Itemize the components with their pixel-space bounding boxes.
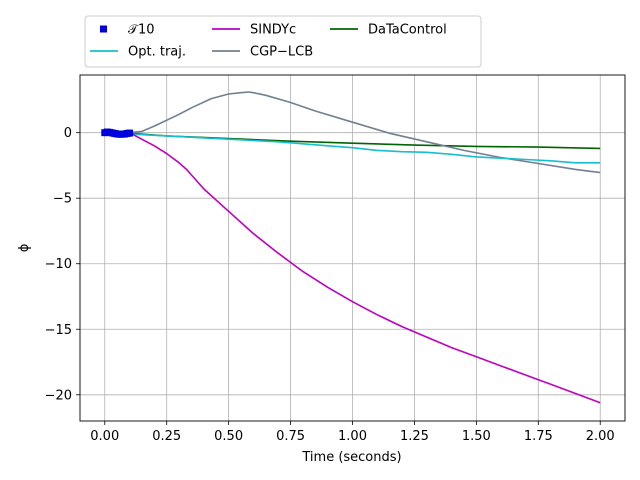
x-tick-label: 1.00 — [338, 429, 367, 444]
x-axis-label: Time (seconds) — [301, 450, 401, 465]
legend-item-10: 𝒯10 — [100, 23, 155, 38]
legend-label: CGP−LCB — [250, 45, 313, 60]
cgp-lcb-line — [104, 91, 601, 174]
legend-item-sindyc: SINDYc — [212, 23, 296, 38]
legend-label: Opt. traj. — [128, 45, 186, 60]
legend-item-datacontrol: DaTaControl — [330, 23, 447, 38]
legend-label: DaTaControl — [368, 23, 447, 38]
legend-item-opt-traj: Opt. traj. — [90, 45, 186, 60]
x-axis: 0.00 0.25 0.50 0.75 1.00 1.25 1.50 1.75 2.00 — [90, 421, 615, 444]
y-axis-label: ϕ — [17, 244, 32, 253]
grid — [80, 75, 625, 421]
legend-box — [84, 15, 482, 68]
10-series — [101, 128, 134, 138]
series-layer — [101, 91, 601, 404]
legend-label: 𝒯10 — [128, 23, 155, 38]
y-axis: 0 −5 −10 −15 −20 — [45, 126, 80, 403]
y-tick-label: −5 — [53, 192, 72, 207]
x-tick-label: 1.50 — [462, 429, 491, 444]
legend-item-cgp-lcb: CGP−LCB — [212, 45, 313, 60]
y-tick-label: −10 — [45, 257, 72, 272]
x-tick-label: 0.75 — [276, 429, 305, 444]
x-tick-label: 0.25 — [152, 429, 181, 444]
x-tick-label: 0.00 — [90, 429, 119, 444]
y-tick-label: −15 — [45, 323, 72, 338]
legend-marker — [100, 25, 107, 33]
data-point — [126, 129, 134, 137]
x-tick-label: 2.00 — [586, 429, 615, 444]
x-tick-label: 0.50 — [214, 429, 243, 444]
opt-traj-line — [104, 131, 601, 164]
x-tick-label: 1.75 — [524, 429, 553, 444]
legend-label: SINDYc — [250, 23, 296, 38]
y-tick-label: −20 — [45, 388, 72, 403]
legend: 𝒯10 Opt. traj. SINDYc CGP−LCB DaTaControl — [84, 15, 482, 68]
y-tick-label: 0 — [64, 126, 72, 141]
x-tick-label: 1.25 — [400, 429, 429, 444]
sindyc-line — [104, 131, 601, 404]
